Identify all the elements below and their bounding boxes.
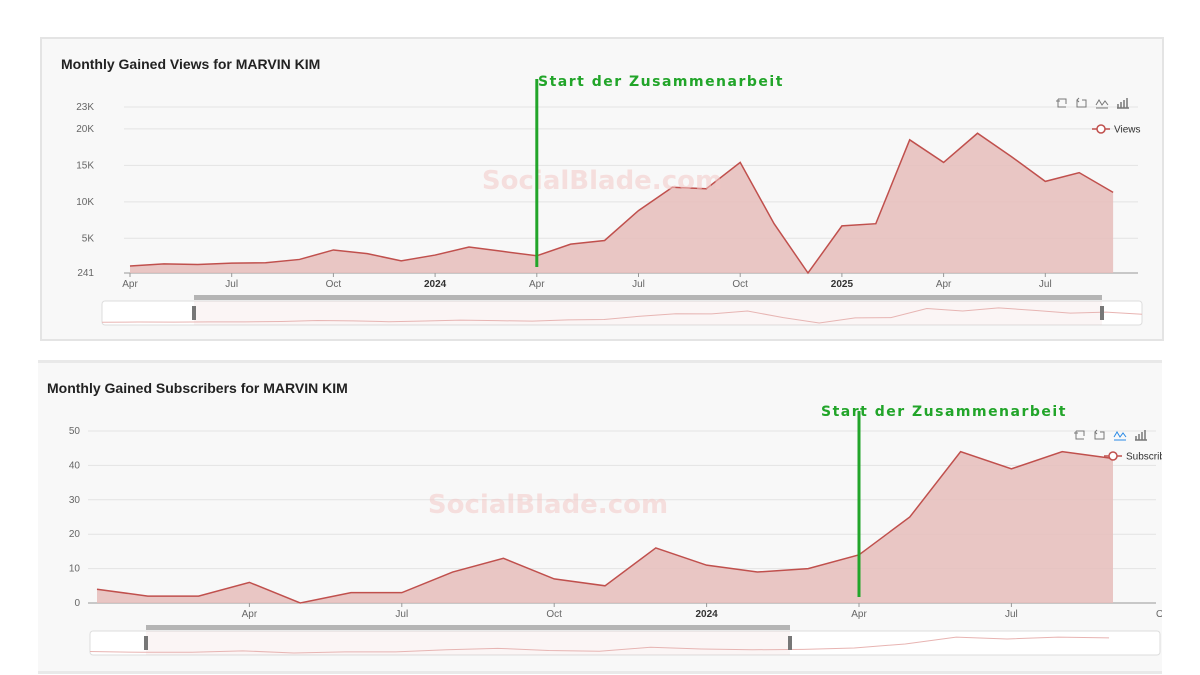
legend-label: Subscribers xyxy=(1126,452,1162,463)
y-tick-label: 23K xyxy=(76,102,94,113)
x-tick-label: Jul xyxy=(395,609,408,620)
series-area xyxy=(130,133,1114,273)
x-tick-label: 2024 xyxy=(695,609,718,620)
zoom-slider-bar[interactable] xyxy=(194,295,1102,300)
x-tick-label: Oct xyxy=(546,609,562,620)
chart-title: Monthly Gained Subscribers for MARVIN KI… xyxy=(47,380,348,396)
x-tick-label: Apr xyxy=(122,279,138,290)
zoom-slider-window[interactable] xyxy=(146,631,790,655)
x-tick-label: 2025 xyxy=(831,279,854,290)
x-tick-label: 2024 xyxy=(424,279,447,290)
line-chart-icon[interactable] xyxy=(1095,99,1109,109)
chart-title: Monthly Gained Views for MARVIN KIM xyxy=(61,56,321,72)
legend-marker xyxy=(1108,451,1118,461)
series-area xyxy=(97,451,1113,603)
subscribers-chart-panel: Monthly Gained Subscribers for MARVIN KI… xyxy=(38,360,1162,674)
x-tick-label: Jul xyxy=(225,279,238,290)
zoom-slider-track[interactable] xyxy=(101,300,1143,326)
legend[interactable]: Subscribers xyxy=(1104,451,1162,463)
zoom-handle-left[interactable] xyxy=(192,306,196,320)
x-tick-label: Oct xyxy=(732,279,748,290)
zoom-slider-window[interactable] xyxy=(194,301,1102,325)
x-tick-label: Jul xyxy=(632,279,645,290)
y-tick-label: 241 xyxy=(77,268,94,279)
y-tick-label: 20 xyxy=(69,529,81,540)
annotation-text: Start der Zusammenarbeit xyxy=(821,404,1067,420)
y-tick-label: 50 xyxy=(69,426,81,437)
x-tick-label: Oct xyxy=(1156,609,1162,620)
zoom-reset-icon[interactable] xyxy=(1076,97,1087,108)
y-tick-label: 15K xyxy=(76,160,94,171)
zoom-icon[interactable] xyxy=(1074,430,1085,440)
views-chart: 241 5K 10K 15K 20K 23K Apr Jul Oct 2024 Apr Jul Oct 2… xyxy=(76,74,1143,326)
zoom-handle-left[interactable] xyxy=(144,636,148,650)
bar-chart-icon[interactable] xyxy=(1135,430,1147,441)
x-tick-label: Jul xyxy=(1039,279,1052,290)
line-chart-icon[interactable] xyxy=(1113,431,1127,441)
legend-label: Views xyxy=(1114,125,1141,136)
x-tick-label: Apr xyxy=(936,279,952,290)
y-tick-label: 10 xyxy=(69,564,81,575)
subscribers-chart: 0 10 20 30 40 50 Apr Jul Oct 2024 Apr Jul Oct SocialB… xyxy=(69,404,1162,656)
x-tick-label: Oct xyxy=(326,279,342,290)
zoom-reset-icon[interactable] xyxy=(1094,429,1105,440)
legend[interactable]: Views xyxy=(1092,124,1141,136)
y-tick-label: 0 xyxy=(74,598,80,609)
zoom-icon[interactable] xyxy=(1056,98,1067,108)
zoom-slider-bar[interactable] xyxy=(146,625,790,630)
watermark-text: SocialBlade.com xyxy=(482,166,722,196)
x-tick-label: Apr xyxy=(529,279,545,290)
watermark-text: SocialBlade.com xyxy=(428,490,668,520)
views-chart-panel: Monthly Gained Views for MARVIN KIM 241 5… xyxy=(40,37,1164,341)
zoom-handle-right[interactable] xyxy=(788,636,792,650)
zoom-slider-preview xyxy=(101,307,1143,324)
y-tick-label: 30 xyxy=(69,495,81,506)
x-tick-label: Apr xyxy=(851,609,867,620)
y-tick-label: 40 xyxy=(69,460,81,471)
x-tick-label: Apr xyxy=(242,609,258,620)
legend-marker xyxy=(1096,124,1106,134)
annotation-text: Start der Zusammenarbeit xyxy=(538,74,784,90)
zoom-slider-preview xyxy=(89,636,1110,654)
y-tick-label: 20K xyxy=(76,124,94,135)
y-tick-label: 10K xyxy=(76,197,94,208)
zoom-handle-right[interactable] xyxy=(1100,306,1104,320)
x-tick-label: Jul xyxy=(1005,609,1018,620)
series-line xyxy=(129,132,1114,275)
zoom-slider-track[interactable] xyxy=(89,630,1161,656)
y-tick-label: 5K xyxy=(82,233,95,244)
bar-chart-icon[interactable] xyxy=(1117,98,1129,109)
